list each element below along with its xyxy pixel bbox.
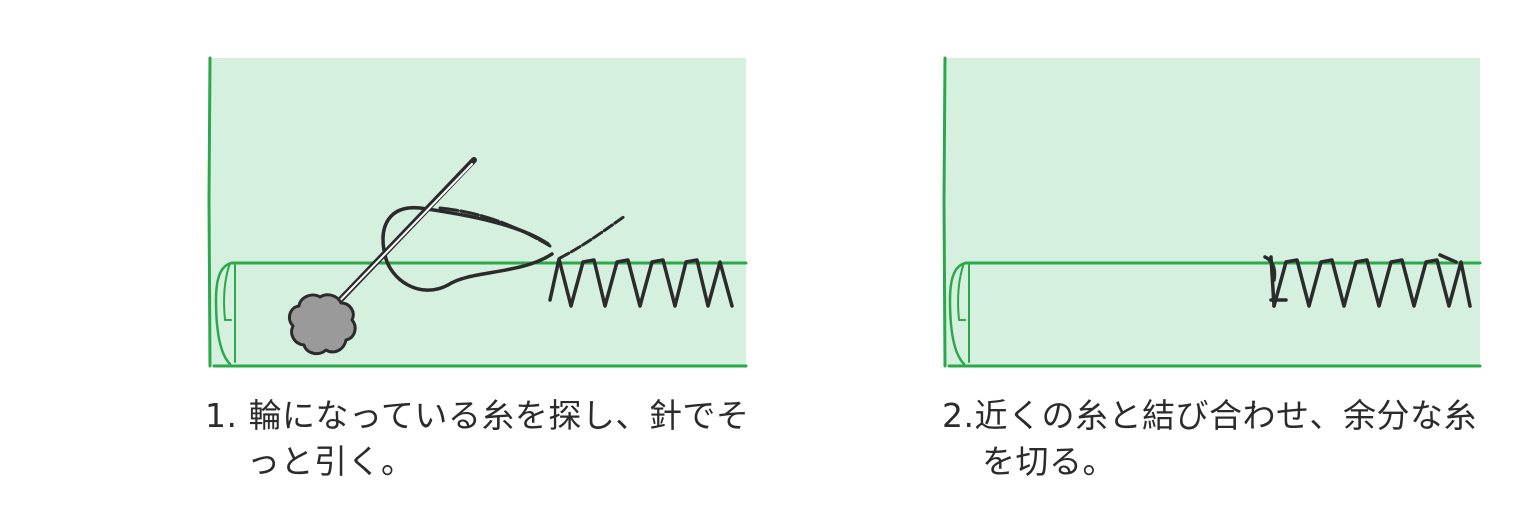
- pin-head-icon: [287, 293, 357, 356]
- step-1-number: 1.: [205, 396, 238, 435]
- step-1-text-line-1: 輪になっている糸を探し、針でそ: [248, 396, 750, 435]
- panel-1-illustration: [207, 56, 748, 368]
- step-2-caption-line-1: 2.近くの糸と結び合わせ、余分な糸: [942, 393, 1477, 439]
- fabric-panel-2: [945, 58, 1480, 366]
- knotted-thread: [1263, 253, 1458, 308]
- step-2-number: 2.: [942, 396, 975, 435]
- fabric-edge-1: [207, 56, 212, 368]
- step-2-text-line-1: 近くの糸と結び合わせ、余分な糸: [974, 396, 1477, 435]
- zigzag-stitch-icon: [548, 257, 734, 308]
- thread-end-1: [438, 206, 552, 248]
- thread-end-2: [558, 214, 627, 260]
- zigzag-stitch-icon: [1272, 258, 1472, 308]
- step-1-caption-line-1: 1. 輪になっている糸を探し、針でそ: [205, 393, 749, 439]
- step-1-caption-line-2: っと引く。: [247, 442, 415, 481]
- step-1-caption: 1. 輪になっている糸を探し、針でそ っと引く。: [205, 393, 749, 485]
- fabric-edge-2: [942, 56, 947, 368]
- step-2-caption: 2.近くの糸と結び合わせ、余分な糸 を切る。: [942, 393, 1477, 485]
- stitch-ticks: [581, 258, 699, 264]
- step-2-caption-line-2: を切る。: [982, 442, 1116, 481]
- needle-icon: [320, 157, 477, 321]
- panel-2-illustration: [942, 56, 1482, 368]
- fabric-hem-icon: [212, 261, 748, 368]
